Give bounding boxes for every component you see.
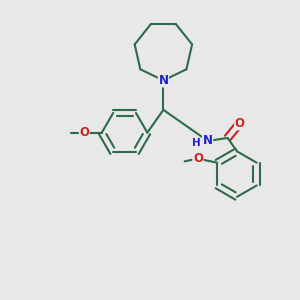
Text: N: N	[158, 74, 168, 87]
Text: O: O	[235, 117, 245, 130]
Text: O: O	[193, 152, 203, 165]
Text: N: N	[202, 134, 213, 147]
Text: O: O	[80, 126, 89, 139]
Text: H: H	[192, 138, 201, 148]
